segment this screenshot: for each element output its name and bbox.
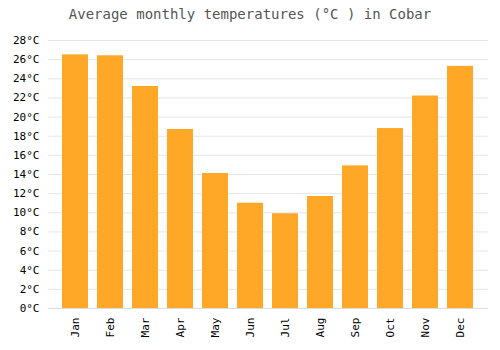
svg-text:16°C: 16°C [13,149,40,162]
svg-text:May: May [209,317,222,337]
svg-text:4°C: 4°C [20,264,40,277]
svg-text:26°C: 26°C [13,53,40,66]
svg-text:20°C: 20°C [13,111,40,124]
svg-text:12°C: 12°C [13,187,40,200]
svg-text:24°C: 24°C [13,72,40,85]
svg-text:Apr: Apr [174,317,187,337]
svg-text:14°C: 14°C [13,168,40,181]
svg-text:8°C: 8°C [20,225,40,238]
svg-text:10°C: 10°C [13,206,40,219]
svg-text:22°C: 22°C [13,91,40,104]
svg-text:Oct: Oct [384,318,397,338]
svg-text:Mar: Mar [139,317,152,337]
svg-text:28°C: 28°C [13,34,40,47]
svg-text:18°C: 18°C [13,130,40,143]
svg-text:Feb: Feb [104,318,117,338]
svg-text:Jun: Jun [244,318,257,338]
svg-text:Jan: Jan [69,318,82,338]
svg-text:Jul: Jul [279,318,292,338]
svg-text:Sep: Sep [349,318,362,338]
svg-text:0°C: 0°C [20,302,40,315]
svg-text:Nov: Nov [419,317,432,337]
html-text:Average monthly temperatures (: Average monthly temperatures (°C ) in Co… [68,6,432,22]
svg-text:6°C: 6°C [20,245,40,258]
svg-text:2°C: 2°C [20,283,40,296]
svg-text:Dec: Dec [454,318,467,338]
svg-text:Aug: Aug [314,318,327,338]
